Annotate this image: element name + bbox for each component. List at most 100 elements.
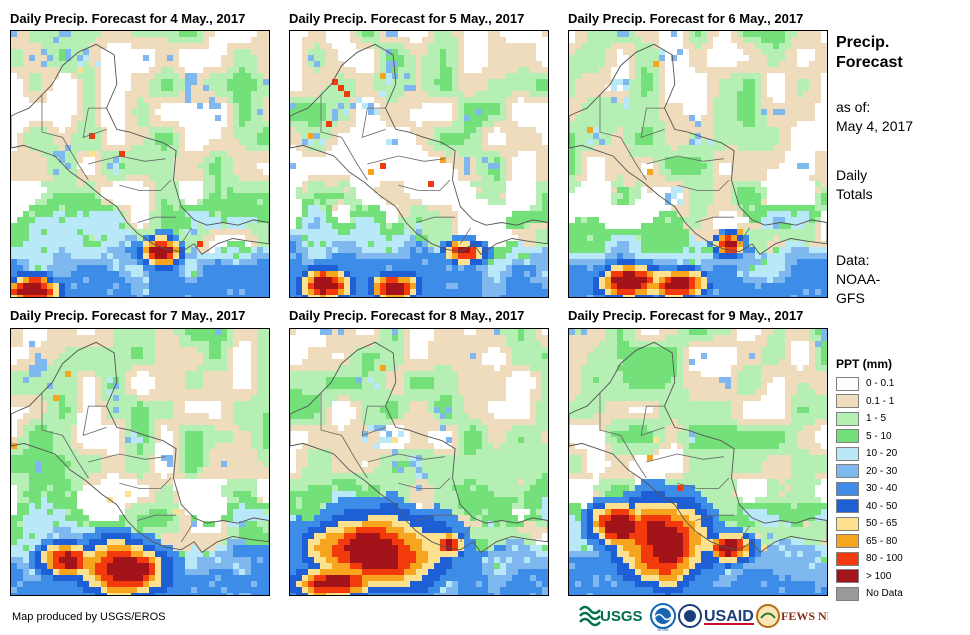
side-title-line2: Forecast — [836, 54, 903, 71]
country-border — [599, 392, 647, 479]
asof-label: as of: — [836, 99, 871, 115]
precip-grid — [11, 31, 269, 297]
country-border — [137, 514, 177, 521]
precip-legend: PPT (mm) 0 - 0.1 0.1 - 1 1 - 5 5 - 10 10 - 2… — [836, 357, 903, 603]
legend-item: 40 - 50 — [836, 498, 903, 516]
legend-item: 0.1 - 1 — [836, 393, 903, 411]
legend-swatch — [836, 394, 859, 409]
legend-swatch — [836, 411, 859, 426]
legend-label: 20 - 30 — [866, 465, 898, 477]
legend-label: 65 - 80 — [866, 535, 898, 547]
legend-label: No Data — [866, 588, 903, 600]
legend-swatch — [836, 586, 859, 601]
precip-grid — [290, 31, 548, 297]
country-border — [361, 405, 386, 436]
map-credit: Map produced by USGS/EROS — [12, 611, 166, 623]
data-label: Data: — [836, 252, 870, 268]
coastline — [290, 43, 548, 256]
totals-line1: Daily — [836, 167, 868, 183]
country-border — [320, 392, 368, 479]
legend-label: 0.1 - 1 — [866, 395, 895, 407]
legend-item: 65 - 80 — [836, 533, 903, 551]
country-border — [119, 179, 172, 192]
country-border — [677, 477, 730, 490]
country-border — [677, 179, 730, 192]
country-border — [41, 392, 89, 479]
legend-label: 1 - 5 — [866, 413, 887, 425]
usgs-logo: USGS — [579, 605, 643, 627]
legend-item: 50 - 65 — [836, 515, 903, 533]
legend-swatch — [836, 429, 859, 444]
precip-grid — [569, 329, 827, 595]
precip-grid — [569, 31, 827, 297]
country-border — [646, 155, 724, 165]
legend-item: 10 - 20 — [836, 445, 903, 463]
legend-swatch — [836, 534, 859, 549]
forecast-map-panel — [10, 328, 270, 596]
noaa-logo: NOAA — [650, 603, 676, 632]
legend-item: 80 - 100 — [836, 550, 903, 568]
legend-swatch — [836, 569, 859, 584]
totals-line2: Totals — [836, 186, 873, 202]
country-border — [41, 94, 89, 181]
legend-title: PPT (mm) — [836, 357, 893, 371]
coastline — [569, 43, 827, 256]
asof-date: May 4, 2017 — [836, 118, 914, 134]
country-border — [398, 477, 451, 490]
panel-title-2: Daily Precip. Forecast for 5 May., 2017 — [289, 11, 525, 26]
forecast-map-panel — [568, 328, 828, 596]
totals-block: Daily Totals — [836, 166, 873, 204]
country-border — [738, 227, 750, 245]
panel-title-1: Daily Precip. Forecast for 4 May., 2017 — [10, 11, 246, 26]
country-border — [88, 453, 166, 463]
coastline — [11, 43, 269, 256]
legend-swatch — [836, 499, 859, 514]
country-border — [361, 107, 386, 138]
country-border — [416, 514, 456, 521]
country-border — [119, 477, 172, 490]
legend-label: 50 - 65 — [866, 518, 898, 530]
legend-item: 0 - 0.1 — [836, 375, 903, 393]
data-source-block: Data: NOAA- GFS — [836, 251, 880, 308]
country-border — [640, 107, 665, 138]
coastline — [290, 341, 548, 554]
legend-label: 30 - 40 — [866, 483, 898, 495]
country-border — [398, 179, 451, 192]
country-border — [180, 227, 192, 245]
legend-swatch — [836, 481, 859, 496]
legend-label: 5 - 10 — [866, 430, 892, 442]
coastline — [11, 341, 269, 554]
country-border — [180, 525, 192, 543]
country-border — [137, 216, 177, 223]
country-border — [82, 107, 107, 138]
country-border — [367, 453, 445, 463]
usaid-logo: USAID — [678, 604, 754, 628]
forecast-map-panel — [568, 30, 828, 298]
legend-label: 40 - 50 — [866, 500, 898, 512]
legend-label: 10 - 20 — [866, 448, 898, 460]
legend-item: No Data — [836, 585, 903, 603]
legend-swatch — [836, 516, 859, 531]
precip-grid — [11, 329, 269, 595]
fewsnet-logo: FEWS NET — [756, 604, 828, 628]
legend-item: 20 - 30 — [836, 463, 903, 481]
legend-rows: 0 - 0.1 0.1 - 1 1 - 5 5 - 10 10 - 20 20 - 30 3… — [836, 375, 903, 603]
legend-label: 0 - 0.1 — [866, 378, 895, 390]
panel-title-3: Daily Precip. Forecast for 6 May., 2017 — [568, 11, 804, 26]
data-line1: NOAA- — [836, 271, 881, 287]
country-border — [416, 216, 456, 223]
panel-title-6: Daily Precip. Forecast for 9 May., 2017 — [568, 308, 804, 323]
forecast-map-panel — [289, 30, 549, 298]
legend-swatch — [836, 551, 859, 566]
legend-item: 30 - 40 — [836, 480, 903, 498]
agency-logos: USGS NOAA USAID FEWS NET — [579, 603, 828, 632]
country-border — [82, 405, 107, 436]
side-title-line1: Precip. — [836, 34, 890, 51]
legend-item: > 100 — [836, 568, 903, 586]
legend-swatch — [836, 446, 859, 461]
forecast-map-panel — [10, 30, 270, 298]
country-border — [646, 453, 724, 463]
forecast-map-panel — [289, 328, 549, 596]
data-line2: GFS — [836, 290, 865, 306]
legend-item: 1 - 5 — [836, 410, 903, 428]
